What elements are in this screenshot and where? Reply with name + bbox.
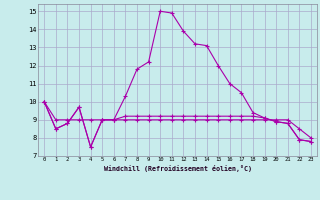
X-axis label: Windchill (Refroidissement éolien,°C): Windchill (Refroidissement éolien,°C)	[104, 165, 252, 172]
